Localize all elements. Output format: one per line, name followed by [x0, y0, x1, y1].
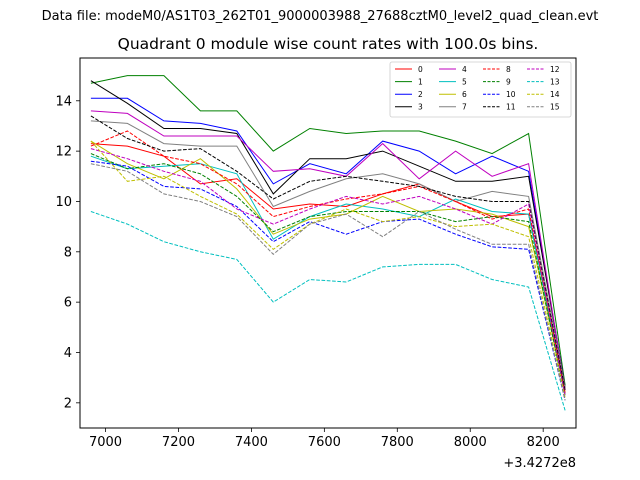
- y-tick-label: 14: [55, 94, 72, 109]
- legend-label-5: 5: [462, 77, 467, 86]
- figure-suptitle: Data file: modeM0/AS1T03_262T01_90000039…: [42, 9, 599, 24]
- y-tick-label: 12: [55, 145, 72, 160]
- series-line-14: [90, 140, 566, 398]
- x-tick-label: 8000: [454, 435, 487, 450]
- legend-label-15: 15: [550, 103, 560, 112]
- legend-label-3: 3: [418, 103, 423, 112]
- legend-label-7: 7: [462, 103, 467, 112]
- series-line-3: [90, 80, 566, 388]
- series-line-8: [90, 130, 566, 393]
- legend-label-10: 10: [506, 90, 516, 99]
- x-tick-label: 7000: [89, 435, 122, 450]
- chart-title: Quadrant 0 module wise count rates with …: [118, 35, 539, 53]
- legend-label-6: 6: [462, 90, 467, 99]
- series-line-4: [90, 110, 566, 391]
- x-tick-label: 8200: [527, 435, 560, 450]
- legend-label-2: 2: [418, 90, 423, 99]
- series-line-10: [90, 160, 566, 401]
- legend-box: [389, 61, 572, 118]
- x-tick-label: 7600: [308, 435, 341, 450]
- x-tick-label: 7800: [381, 435, 414, 450]
- legend-label-14: 14: [550, 90, 560, 99]
- y-tick-label: 10: [55, 195, 72, 210]
- series-line-15: [90, 163, 566, 401]
- series-line-0: [90, 143, 566, 391]
- y-tick-label: 2: [64, 396, 72, 411]
- y-tick-label: 8: [64, 245, 72, 260]
- y-tick-label: 6: [64, 296, 72, 311]
- x-axis: 7000 7200 7400 7600 7800 8000 8200: [89, 428, 560, 450]
- series-line-2: [90, 97, 566, 388]
- legend-label-0: 0: [418, 65, 423, 74]
- x-axis-offset-label: +3.4272e8: [503, 456, 576, 471]
- legend-label-1: 1: [418, 77, 423, 86]
- legend-label-8: 8: [506, 65, 511, 74]
- legend-label-4: 4: [462, 65, 467, 74]
- legend-label-9: 9: [506, 77, 511, 86]
- series-layer: [90, 75, 566, 411]
- plot-area: 7000 7200 7400 7600 7800 8000 8200 2468101214 …: [55, 57, 577, 471]
- legend-label-13: 13: [550, 77, 560, 86]
- legend-label-12: 12: [550, 65, 560, 74]
- series-line-1: [90, 75, 566, 386]
- series-line-12: [90, 148, 566, 396]
- series-line-13: [90, 211, 566, 411]
- x-tick-label: 7200: [162, 435, 195, 450]
- y-tick-label: 4: [64, 346, 72, 361]
- series-line-7: [90, 120, 566, 388]
- x-tick-label: 7400: [235, 435, 268, 450]
- y-axis: 2 4 6 8 10 12 14: [55, 94, 80, 411]
- axes-frame: [79, 57, 577, 429]
- series-line-11: [90, 115, 566, 391]
- legend-label-11: 11: [506, 103, 516, 112]
- series-line-9: [90, 153, 566, 396]
